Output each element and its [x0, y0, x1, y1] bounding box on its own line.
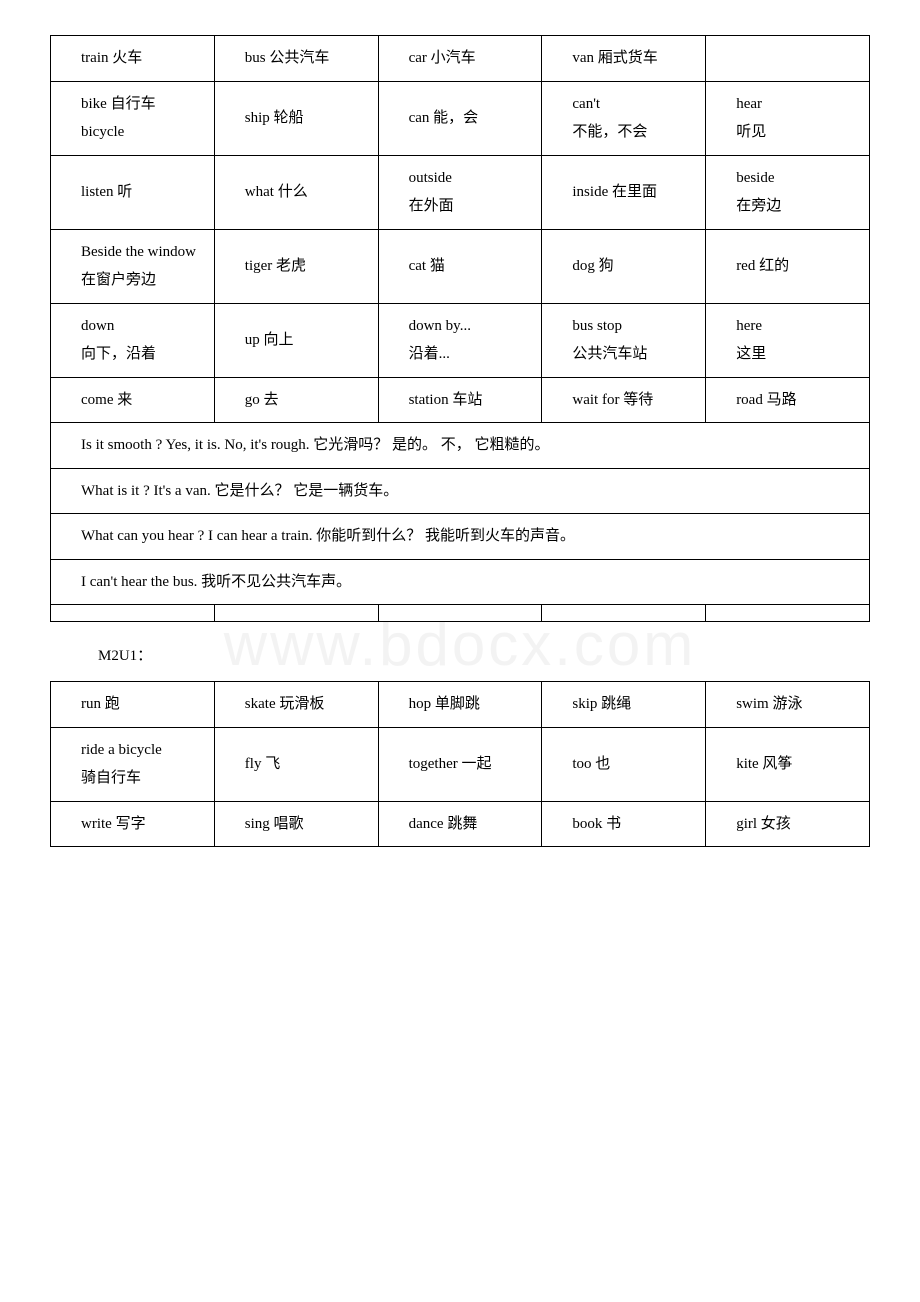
vocab-table-1: train 火车 bus 公共汽车 car 小汽车 van 厢式货车 bike … [50, 35, 870, 622]
vocab-cell: write 写字 [51, 801, 215, 847]
vocab-table-2: run 跑 skate 玩滑板 hop 单脚跳 skip 跳绳 swim 游泳 … [50, 681, 870, 847]
table-row: down向下，沿着 up 向上 down by...沿着... bus stop… [51, 303, 870, 377]
vocab-cell: girl 女孩 [706, 801, 870, 847]
vocab-cell: down向下，沿着 [51, 303, 215, 377]
vocab-cell: dog 狗 [542, 229, 706, 303]
vocab-cell: bus stop公共汽车站 [542, 303, 706, 377]
vocab-cell: fly 飞 [214, 727, 378, 801]
vocab-cell: hear听见 [706, 81, 870, 155]
vocab-cell: together 一起 [378, 727, 542, 801]
sentence-cell: I can't hear the bus. 我听不见公共汽车声。 [51, 559, 870, 605]
vocab-cell: up 向上 [214, 303, 378, 377]
vocab-cell [542, 605, 706, 622]
vocab-cell: ride a bicycle骑自行车 [51, 727, 215, 801]
vocab-cell: skip 跳绳 [542, 682, 706, 728]
vocab-cell: listen 听 [51, 155, 215, 229]
vocab-cell: outside在外面 [378, 155, 542, 229]
vocab-cell: down by...沿着... [378, 303, 542, 377]
table-row: train 火车 bus 公共汽车 car 小汽车 van 厢式货车 [51, 36, 870, 82]
vocab-cell: here这里 [706, 303, 870, 377]
vocab-cell [214, 605, 378, 622]
table-row: write 写字 sing 唱歌 dance 跳舞 book 书 girl 女孩 [51, 801, 870, 847]
vocab-cell: book 书 [542, 801, 706, 847]
vocab-cell: cat 猫 [378, 229, 542, 303]
vocab-cell: run 跑 [51, 682, 215, 728]
vocab-cell [706, 605, 870, 622]
vocab-cell: beside在旁边 [706, 155, 870, 229]
vocab-cell: ship 轮船 [214, 81, 378, 155]
table-row: I can't hear the bus. 我听不见公共汽车声。 [51, 559, 870, 605]
vocab-cell: van 厢式货车 [542, 36, 706, 82]
table-row: come 来 go 去 station 车站 wait for 等待 road … [51, 377, 870, 423]
table-row: Is it smooth ? Yes, it is. No, it's roug… [51, 423, 870, 469]
vocab-cell: come 来 [51, 377, 215, 423]
vocab-cell: tiger 老虎 [214, 229, 378, 303]
section-heading: M2U1： [50, 644, 870, 665]
table-row: What is it ? It's a van. 它是什么？ 它是一辆货车。 [51, 468, 870, 514]
vocab-cell: wait for 等待 [542, 377, 706, 423]
vocab-cell: too 也 [542, 727, 706, 801]
vocab-cell: swim 游泳 [706, 682, 870, 728]
vocab-cell: sing 唱歌 [214, 801, 378, 847]
vocab-cell [51, 605, 215, 622]
vocab-cell [378, 605, 542, 622]
table-row [51, 605, 870, 622]
table-row: ride a bicycle骑自行车 fly 飞 together 一起 too… [51, 727, 870, 801]
table-row: listen 听 what 什么 outside在外面 inside 在里面 b… [51, 155, 870, 229]
vocab-cell: inside 在里面 [542, 155, 706, 229]
vocab-cell: red 红的 [706, 229, 870, 303]
vocab-cell: station 车站 [378, 377, 542, 423]
vocab-cell: skate 玩滑板 [214, 682, 378, 728]
vocab-cell: hop 单脚跳 [378, 682, 542, 728]
sentence-cell: Is it smooth ? Yes, it is. No, it's roug… [51, 423, 870, 469]
vocab-cell: can 能，会 [378, 81, 542, 155]
vocab-cell: Beside the window在窗户旁边 [51, 229, 215, 303]
vocab-cell: go 去 [214, 377, 378, 423]
sentence-cell: What is it ? It's a van. 它是什么？ 它是一辆货车。 [51, 468, 870, 514]
vocab-cell: train 火车 [51, 36, 215, 82]
vocab-cell: dance 跳舞 [378, 801, 542, 847]
table-row: What can you hear ? I can hear a train. … [51, 514, 870, 560]
vocab-cell: can't不能，不会 [542, 81, 706, 155]
vocab-cell: car 小汽车 [378, 36, 542, 82]
vocab-cell: what 什么 [214, 155, 378, 229]
table-row: bike 自行车bicycle ship 轮船 can 能，会 can't不能，… [51, 81, 870, 155]
vocab-cell: bike 自行车bicycle [51, 81, 215, 155]
vocab-cell: road 马路 [706, 377, 870, 423]
sentence-cell: What can you hear ? I can hear a train. … [51, 514, 870, 560]
vocab-cell: kite 风筝 [706, 727, 870, 801]
table-row: Beside the window在窗户旁边 tiger 老虎 cat 猫 do… [51, 229, 870, 303]
vocab-cell: bus 公共汽车 [214, 36, 378, 82]
vocab-cell [706, 36, 870, 82]
table-row: run 跑 skate 玩滑板 hop 单脚跳 skip 跳绳 swim 游泳 [51, 682, 870, 728]
